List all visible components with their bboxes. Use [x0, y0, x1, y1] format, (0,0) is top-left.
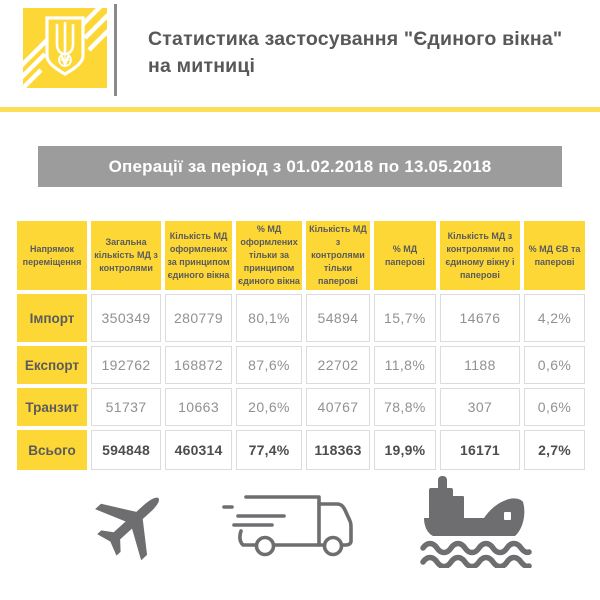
customs-logo-icon: [23, 8, 107, 88]
table-cell: 0,6%: [524, 388, 585, 427]
table-cell: 307: [439, 388, 521, 427]
table-cell: 350349: [91, 294, 162, 343]
table-row-total: Всього 594848 460314 77,4% 118363 19,9% …: [17, 430, 585, 471]
column-header: % МД паперові: [373, 221, 436, 291]
cargo-ship-icon: [420, 476, 532, 568]
table-cell: 594848: [91, 430, 162, 471]
table-cell: 16171: [439, 430, 521, 471]
table-row: Транзит 51737 10663 20,6% 40767 78,8% 30…: [17, 388, 585, 427]
column-header: % МД ЄВ та паперові: [524, 221, 585, 291]
table-cell: 118363: [306, 430, 370, 471]
table-cell: 11,8%: [373, 346, 436, 385]
table-cell: 460314: [165, 430, 233, 471]
yellow-rule: [0, 107, 600, 112]
page-title-line1: Статистика застосування "Єдиного вікна": [148, 28, 563, 50]
period-banner: Операції за період з 01.02.2018 по 13.05…: [38, 146, 562, 187]
table-cell: 1188: [439, 346, 521, 385]
table-cell: 54894: [306, 294, 370, 343]
page-title-line2: на митниці: [148, 55, 256, 77]
column-header: Загальна кількість МД з контролями: [91, 221, 162, 291]
row-label: Імпорт: [17, 294, 88, 343]
column-header: Кількість МД з контролями тільки паперов…: [306, 221, 370, 291]
column-header: Кількість МД оформлених за принципом єди…: [165, 221, 233, 291]
table-cell: 40767: [306, 388, 370, 427]
table-cell: 2,7%: [524, 430, 585, 471]
table-cell: 15,7%: [373, 294, 436, 343]
header-divider: [114, 4, 117, 96]
table-cell: 14676: [439, 294, 521, 343]
table-cell: 77,4%: [236, 430, 303, 471]
column-header: Напрямок переміщення: [17, 221, 88, 291]
table-cell: 168872: [165, 346, 233, 385]
row-label: Експорт: [17, 346, 88, 385]
row-label: Всього: [17, 430, 88, 471]
page-title: Статистика застосування "Єдиного вікна" …: [148, 26, 578, 80]
table-row: Експорт 192762 168872 87,6% 22702 11,8% …: [17, 346, 585, 385]
table-cell: 87,6%: [236, 346, 303, 385]
statistics-table: Напрямок переміщення Загальна кількість …: [13, 217, 589, 474]
table-cell: 20,6%: [236, 388, 303, 427]
table-cell: 4,2%: [524, 294, 585, 343]
table-cell: 280779: [165, 294, 233, 343]
table-cell: 192762: [91, 346, 162, 385]
row-label: Транзит: [17, 388, 88, 427]
table-cell: 10663: [165, 388, 233, 427]
period-banner-text: Операції за період з 01.02.2018 по 13.05…: [108, 156, 492, 176]
table-cell: 22702: [306, 346, 370, 385]
table-cell: 0,6%: [524, 346, 585, 385]
table-cell: 78,8%: [373, 388, 436, 427]
table-cell: 80,1%: [236, 294, 303, 343]
table-row: Імпорт 350349 280779 80,1% 54894 15,7% 1…: [17, 294, 585, 343]
column-header: % МД оформлених тільки за принципом єдин…: [236, 221, 303, 291]
table-cell: 19,9%: [373, 430, 436, 471]
airplane-icon: [95, 497, 159, 561]
table-cell: 51737: [91, 388, 162, 427]
table-header-row: Напрямок переміщення Загальна кількість …: [17, 221, 585, 291]
delivery-truck-icon: [222, 495, 353, 557]
column-header: Кількість МД з контролями по єдиному вік…: [439, 221, 521, 291]
